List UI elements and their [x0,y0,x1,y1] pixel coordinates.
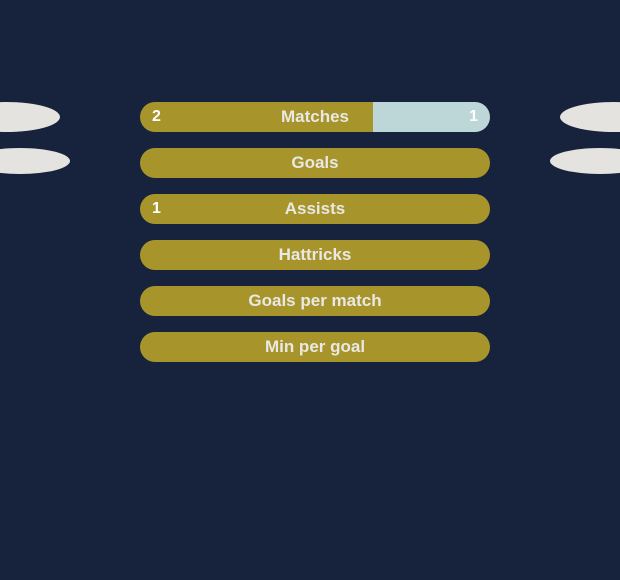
bar-left-fill [140,194,490,224]
bar-track: Goals [140,148,490,178]
chart-row-matches: Matches 2 1 [0,102,620,132]
bar-track: Hattricks [140,240,490,270]
bar-track: Assists 1 [140,194,490,224]
chart-row-goals-per-match: Goals per match [0,286,620,316]
bar-left-fill [140,240,490,270]
side-ellipse-left [0,148,70,174]
bar-left-fill [140,102,373,132]
side-ellipse-left [0,102,60,132]
bar-track: Min per goal [140,332,490,362]
bar-left-fill [140,332,490,362]
bar-right-fill [373,102,490,132]
bar-left-fill [140,148,490,178]
bar-track: Goals per match [140,286,490,316]
chart-row-hattricks: Hattricks [0,240,620,270]
chart-row-goals: Goals [0,148,620,178]
bar-left-fill [140,286,490,316]
side-ellipse-right [560,102,620,132]
chart-row-min-per-goal: Min per goal [0,332,620,362]
side-ellipse-right [550,148,620,174]
chart-container: Matches 2 1 Goals Assists 1 Hattricks [0,102,620,362]
bar-track: Matches 2 1 [140,102,490,132]
chart-row-assists: Assists 1 [0,194,620,224]
